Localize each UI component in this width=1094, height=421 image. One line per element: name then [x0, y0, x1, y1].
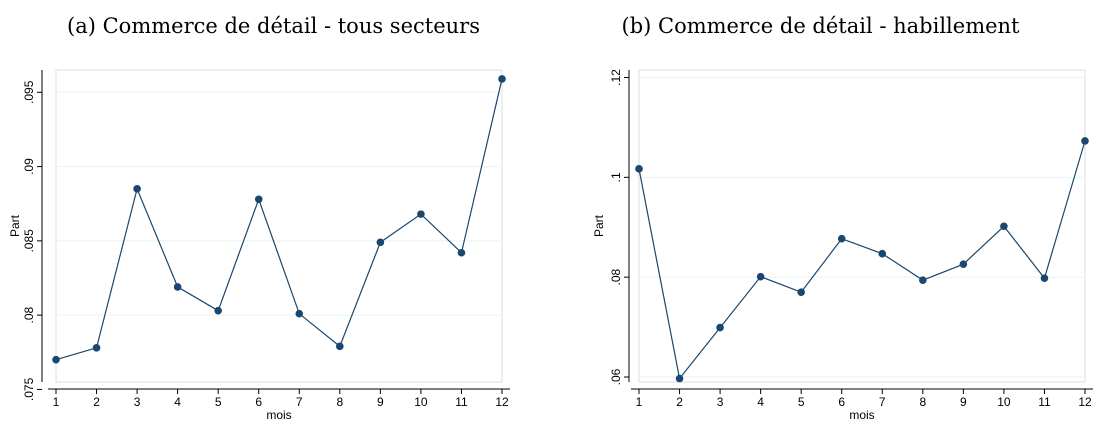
- x-tick-label: 7: [296, 395, 303, 409]
- chart-b-title: (b) Commerce de détail - habillement: [621, 14, 1020, 38]
- data-point: [214, 306, 222, 315]
- plot-frame: [638, 69, 1086, 383]
- y-tick-label: .12: [609, 69, 623, 86]
- data-point: [1040, 274, 1049, 282]
- y-tick-label: .075: [22, 377, 36, 401]
- data-point: [1081, 137, 1089, 145]
- x-tick-label: 5: [215, 395, 222, 409]
- x-tick-label: 4: [174, 395, 181, 409]
- plot-frame: [55, 69, 503, 383]
- x-tick-label: 2: [93, 395, 100, 409]
- data-point: [92, 344, 101, 352]
- data-point: [295, 309, 304, 318]
- x-tick-label: 10: [997, 395, 1011, 409]
- data-point: [959, 260, 968, 268]
- data-point: [756, 272, 765, 281]
- data-point: [133, 185, 141, 193]
- x-axis-title: mois: [849, 408, 874, 421]
- x-tick-label: 5: [798, 395, 805, 409]
- x-tick-label: 9: [377, 395, 384, 409]
- x-tick-label: 10: [414, 395, 428, 409]
- data-point: [1000, 222, 1008, 231]
- data-point: [878, 249, 887, 258]
- series-line: [638, 140, 1086, 380]
- x-tick-label: 4: [757, 395, 764, 409]
- x-tick-label: 3: [134, 395, 141, 409]
- y-axis-title: Part: [592, 214, 606, 237]
- data-point: [254, 195, 263, 204]
- data-point: [716, 323, 724, 332]
- data-point: [417, 210, 425, 218]
- data-point: [919, 276, 927, 284]
- y-tick-label: .095: [22, 80, 36, 104]
- chart-a-title: (a) Commerce de détail - tous secteurs: [67, 14, 480, 38]
- x-tick-label: 8: [336, 395, 343, 409]
- data-point: [635, 165, 643, 173]
- x-tick-label: 11: [1038, 395, 1051, 409]
- data-point: [376, 238, 385, 247]
- series-line: [55, 78, 503, 361]
- y-axis-title: Part: [8, 214, 22, 237]
- data-point: [336, 342, 344, 351]
- y-tick-label: .06: [609, 368, 623, 385]
- x-tick-label: 7: [879, 395, 886, 409]
- x-tick-label: 9: [960, 395, 967, 409]
- x-tick-label: 1: [53, 395, 60, 409]
- x-tick-label: 11: [455, 395, 468, 409]
- data-point: [52, 355, 60, 364]
- y-tick-label: .085: [22, 229, 36, 253]
- x-tick-label: 12: [495, 395, 509, 409]
- data-point: [797, 288, 805, 296]
- data-point: [173, 283, 182, 291]
- data-point: [498, 75, 506, 83]
- x-tick-label: 12: [1078, 395, 1092, 409]
- data-point: [837, 234, 846, 243]
- x-tick-label: 6: [838, 395, 845, 409]
- x-tick-label: 8: [919, 395, 926, 409]
- x-tick-label: 2: [676, 395, 683, 409]
- y-tick-label: .1: [609, 172, 623, 182]
- x-axis-title: mois: [266, 408, 291, 421]
- y-tick-label: .09: [22, 158, 36, 175]
- x-tick-label: 3: [717, 395, 724, 409]
- chart-panel-a: .075.08.085.09.095 1 2 3 4 5 6 7 8 9 10 11 12 mois Par…: [8, 14, 510, 421]
- x-tick-label: 1: [636, 395, 643, 409]
- chart-panel-b: .06.08.1.12 1 2 3 4 5 6 7 8 9 10 11 12 mois Part (b) C…: [547, 0, 1094, 421]
- x-tick-label: 6: [255, 395, 262, 409]
- data-point: [457, 248, 466, 257]
- y-tick-label: .08: [22, 306, 36, 323]
- y-tick-label: .08: [609, 269, 623, 286]
- data-point: [675, 374, 684, 383]
